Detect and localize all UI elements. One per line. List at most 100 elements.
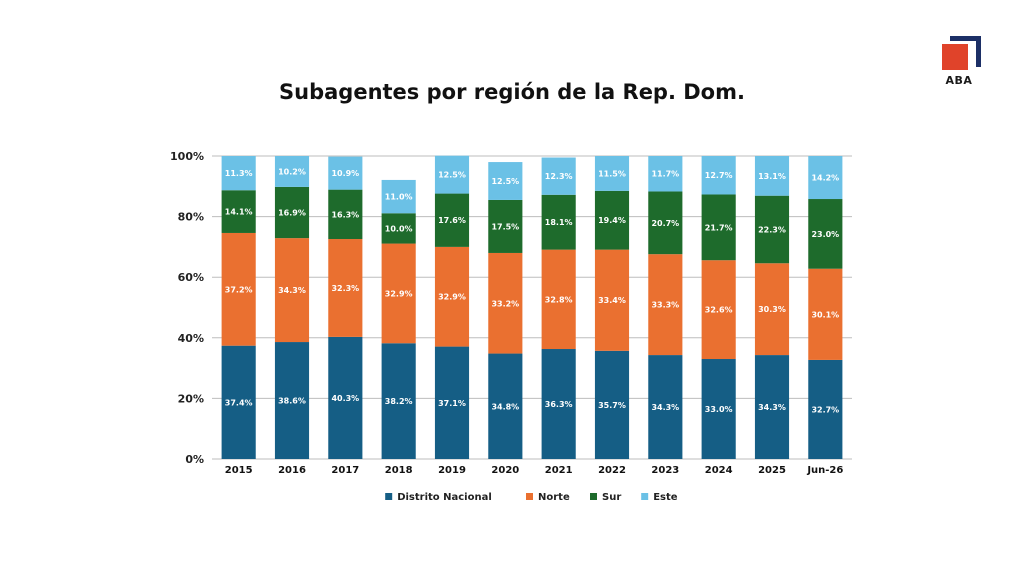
data-label: 38.2% <box>385 397 413 406</box>
bar-segment <box>648 254 683 356</box>
bar-segment <box>541 194 576 250</box>
bar-segment <box>808 359 843 459</box>
bar-segment <box>808 199 843 269</box>
bar-segment <box>381 213 416 244</box>
data-label: 16.3% <box>331 210 359 219</box>
y-tick-label: 0% <box>185 453 204 466</box>
bar-segment <box>434 193 470 247</box>
bar-segment <box>594 156 630 191</box>
x-tick-label: 2018 <box>385 465 413 476</box>
bar-segment <box>754 355 790 459</box>
bar-segment <box>648 191 683 255</box>
bar-segment <box>541 249 576 350</box>
data-label: 32.9% <box>385 289 413 298</box>
data-label: 12.7% <box>705 171 733 180</box>
data-label: 33.3% <box>651 301 679 310</box>
legend-swatch <box>385 493 393 500</box>
data-label: 34.3% <box>278 286 306 295</box>
bar-segment <box>594 190 630 250</box>
data-label: 20.7% <box>651 219 679 228</box>
data-label: 14.1% <box>225 208 253 217</box>
bar-segment <box>594 350 630 459</box>
logo-red-square <box>942 44 968 70</box>
x-tick-label: 2015 <box>225 465 253 476</box>
bar-segment <box>648 355 683 459</box>
data-label: 38.6% <box>278 397 306 406</box>
data-label: 32.8% <box>545 295 573 304</box>
data-label: 18.1% <box>545 218 573 227</box>
bar-segment <box>541 349 576 459</box>
data-label: 11.7% <box>651 170 679 179</box>
x-tick-label: 2023 <box>651 465 679 476</box>
data-label: 11.3% <box>225 169 253 178</box>
bar-segment <box>274 342 310 459</box>
data-label: 33.2% <box>491 299 519 308</box>
x-tick-label: 2019 <box>438 465 466 476</box>
data-label: 33.4% <box>598 296 626 305</box>
legend-label: Distrito Nacional <box>397 492 492 503</box>
data-label: 19.4% <box>598 216 626 225</box>
x-tick-label: Jun-26 <box>806 465 843 476</box>
legend-label: Este <box>653 492 678 503</box>
data-label: 32.3% <box>331 284 359 293</box>
data-label: 30.1% <box>811 310 839 319</box>
data-label: 32.9% <box>438 293 466 302</box>
data-label: 17.6% <box>438 216 466 225</box>
bar-segment <box>274 238 310 343</box>
data-label: 21.7% <box>705 223 733 232</box>
data-label: 30.3% <box>758 305 786 314</box>
y-tick-label: 40% <box>178 332 204 345</box>
data-label: 10.0% <box>385 224 413 233</box>
y-tick-label: 60% <box>178 271 204 284</box>
data-label: 37.1% <box>438 399 466 408</box>
bar-segment <box>594 249 630 351</box>
bar-segment <box>328 239 363 337</box>
brand-logo-text: ABA <box>945 74 973 87</box>
data-label: 16.9% <box>278 209 306 218</box>
bar-segment <box>701 260 736 360</box>
bar-segment <box>274 186 310 239</box>
data-label: 12.3% <box>545 172 573 181</box>
bar-segment <box>701 194 736 261</box>
bar-segment <box>434 155 470 194</box>
data-label: 11.0% <box>385 193 413 202</box>
data-label: 36.3% <box>545 400 573 409</box>
bar-segment <box>328 156 363 190</box>
data-label: 23.0% <box>811 230 839 239</box>
legend-swatch <box>590 493 597 500</box>
logo-navy-bracket <box>950 36 981 67</box>
bar-segment <box>488 252 523 354</box>
bar-segment <box>434 246 470 347</box>
x-tick-label: 2024 <box>705 465 733 476</box>
x-tick-label: 2017 <box>331 465 359 476</box>
bar-segment <box>381 243 416 344</box>
legend-swatch <box>526 493 533 500</box>
bar-segment <box>701 359 736 459</box>
bar-segment <box>701 156 736 195</box>
data-label: 35.7% <box>598 401 626 410</box>
bar-segment <box>381 343 416 459</box>
bar-segment <box>754 156 790 196</box>
y-tick-label: 80% <box>178 211 204 224</box>
data-label: 40.3% <box>331 394 359 403</box>
x-tick-label: 2021 <box>545 465 573 476</box>
legend-swatch <box>641 493 649 500</box>
bar-segment <box>648 156 683 192</box>
data-label: 10.9% <box>331 169 359 178</box>
legend-label: Sur <box>602 492 621 503</box>
bar-segment <box>488 199 523 253</box>
bar-segment <box>381 179 416 214</box>
x-tick-label: 2020 <box>491 465 519 476</box>
data-label: 32.6% <box>705 306 733 315</box>
data-label: 37.4% <box>225 398 253 407</box>
data-label: 10.2% <box>278 167 306 176</box>
bar-segment <box>754 195 790 264</box>
bar-segment <box>541 157 576 195</box>
data-label: 37.2% <box>225 285 253 294</box>
brand-logo-icon <box>940 34 984 86</box>
x-tick-label: 2016 <box>278 465 306 476</box>
bar-segment <box>328 336 363 459</box>
x-tick-label: 2025 <box>758 465 786 476</box>
data-label: 14.2% <box>811 174 839 183</box>
